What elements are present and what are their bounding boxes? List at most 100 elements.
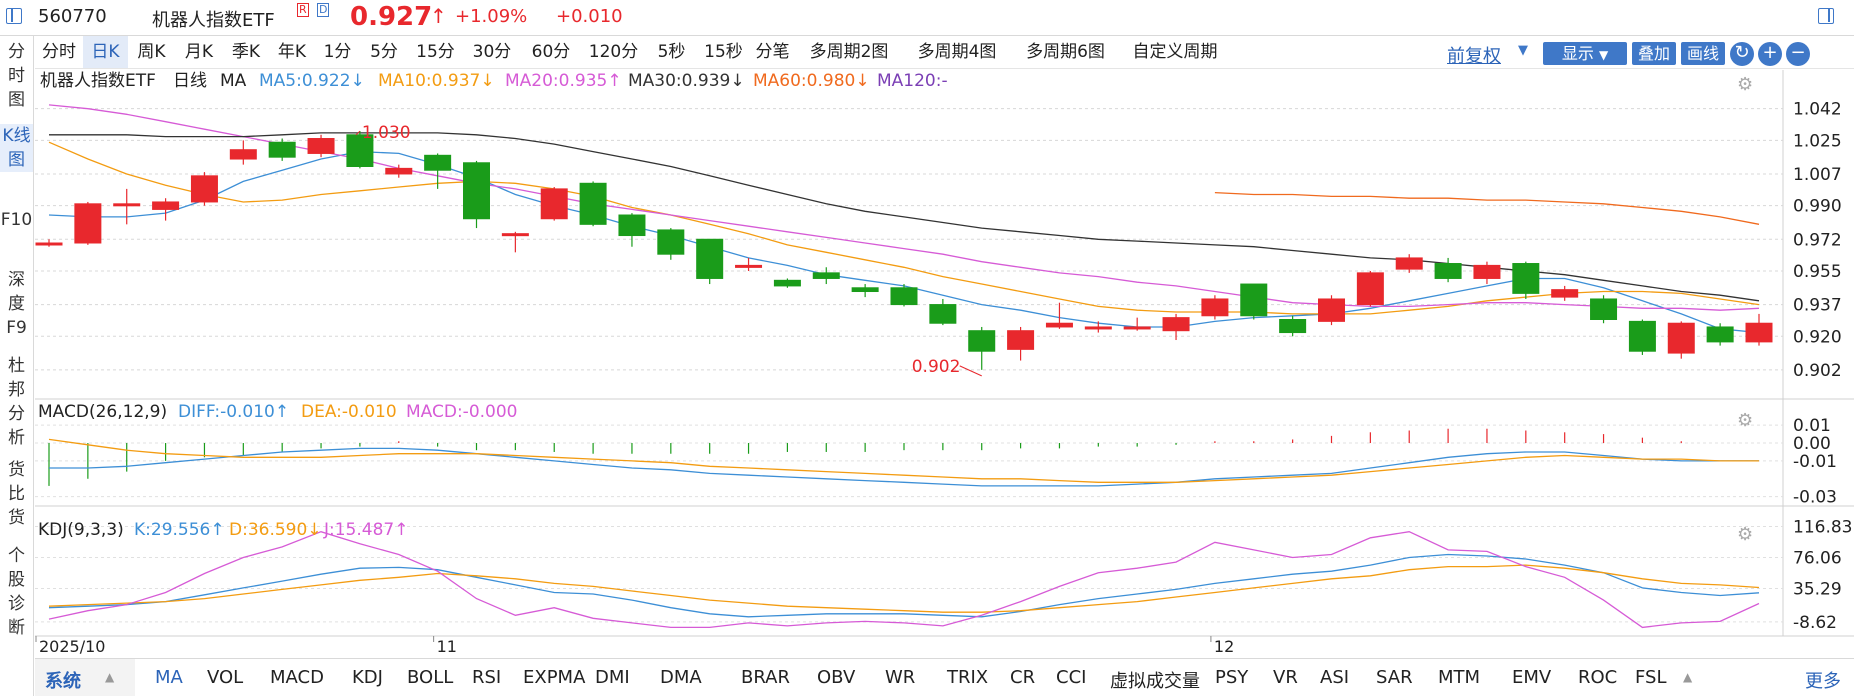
expand-up-icon[interactable]: ▲ [105, 670, 115, 684]
high-annotation: 1.030 [362, 123, 411, 143]
candle-body [113, 203, 141, 207]
nav-f10[interactable]: F10 [0, 210, 33, 230]
candle-body [618, 214, 646, 237]
candle-body [812, 272, 840, 279]
period-tab[interactable]: 自定义周期 [1132, 42, 1218, 62]
indicator-tab[interactable]: WR [885, 667, 916, 688]
ma-line-ma10 [48, 141, 1760, 315]
indicator-tab[interactable]: DMA [660, 667, 702, 688]
price-tick-label: 0.920 [1793, 327, 1842, 347]
indicator-tab[interactable]: MTM [1438, 667, 1481, 688]
kdj-d: D:36.590↓ [229, 520, 322, 540]
indicator-tab[interactable]: PSY [1215, 667, 1249, 688]
change-percent: +1.09% [455, 6, 528, 27]
ma-line-ma30 [49, 132, 1760, 302]
candle-body [1590, 298, 1618, 321]
candle-body [1240, 283, 1268, 317]
nav-kline[interactable]: K线图 [0, 124, 33, 172]
indicator-tab[interactable]: KDJ [352, 667, 383, 688]
nav-intraday[interactable]: 分时图 [8, 42, 25, 110]
gear-icon[interactable]: ⚙ [1737, 524, 1753, 545]
period-tab[interactable]: 年K [277, 42, 307, 62]
refresh-icon[interactable]: ↻ [1730, 42, 1754, 66]
fuquan-select[interactable]: 前复权 [1447, 46, 1501, 67]
indicator-tabs: 系统 MA VOL MACD KDJ BOLL RSI EXPMA DMI DMA BRAR OBV W… [35, 658, 1854, 696]
indicator-tab[interactable]: EXPMA [523, 667, 586, 688]
kdj-tick-label: 35.29 [1793, 579, 1842, 599]
zoom-in-icon[interactable]: + [1758, 42, 1782, 66]
expand-up-icon[interactable]: ▲ [1683, 670, 1693, 684]
gear-icon[interactable]: ⚙ [1737, 74, 1753, 95]
period-tab[interactable]: 多周期4图 [917, 42, 997, 62]
indicator-tab[interactable]: 系统 [45, 671, 81, 692]
period-tab[interactable]: 月K [184, 42, 214, 62]
period-tab[interactable]: 15分 [416, 42, 455, 62]
legend-ma60: MA60:0.980↓ [753, 71, 870, 91]
period-tab[interactable]: 周K [137, 42, 166, 62]
candle-body [929, 304, 957, 324]
indicator-tab[interactable]: SAR [1376, 667, 1413, 688]
panel-toggle-icon[interactable] [6, 8, 22, 24]
system-tab-bg [35, 659, 135, 696]
nav-compare[interactable]: 货比货 [8, 460, 25, 528]
period-tab[interactable]: 日K [83, 36, 128, 68]
period-tab[interactable]: 分时 [42, 42, 76, 62]
nav-dupont[interactable]: 杜邦分析 [8, 356, 25, 448]
period-tab[interactable]: 5分 [370, 42, 398, 62]
kdj-line-d [48, 564, 1760, 613]
indicator-tab[interactable]: MA [155, 667, 183, 688]
indicator-tab[interactable]: EMV [1512, 667, 1552, 688]
kdj-j: J:15.487↑ [324, 520, 409, 540]
indicator-tab[interactable]: CR [1010, 667, 1036, 688]
candle-body [1628, 320, 1656, 352]
period-tab[interactable]: 5秒 [657, 42, 686, 62]
macd-tick-label: 0.00 [1793, 434, 1831, 454]
zoom-out-icon[interactable]: − [1786, 42, 1810, 66]
candle-body [540, 188, 568, 220]
indicator-tab[interactable]: VOL [207, 667, 244, 688]
indicator-tab[interactable]: 虚拟成交量 [1110, 671, 1200, 692]
indicator-tab[interactable]: OBV [817, 667, 856, 688]
show-button[interactable]: 显示 ▼ [1543, 42, 1627, 65]
period-tab[interactable]: 分笔 [755, 42, 790, 62]
price-tick-label: 0.902 [1793, 361, 1842, 381]
period-tab[interactable]: 120分 [588, 42, 639, 62]
legend-ma30: MA30:0.939↓ [628, 71, 745, 91]
period-tab[interactable]: 季K [231, 42, 261, 62]
overlay-button[interactable]: 叠加 [1632, 42, 1676, 65]
indicator-tab[interactable]: BRAR [741, 667, 790, 688]
indicator-tab[interactable]: DMI [595, 667, 630, 688]
macd-line-diff [49, 447, 1759, 487]
period-tab[interactable]: 60分 [531, 42, 571, 62]
legend-ma: MA [220, 71, 247, 91]
price-tick-label: 1.042 [1793, 100, 1842, 120]
legend-ma5: MA5:0.922↓ [259, 71, 365, 91]
kdj-tick-label: -8.62 [1793, 613, 1837, 633]
chevron-down-icon[interactable]: ▼ [1518, 43, 1528, 58]
stock-name[interactable]: 机器人指数ETF [152, 10, 275, 31]
indicator-tab[interactable]: VR [1273, 667, 1298, 688]
period-tab[interactable]: 15秒 [704, 42, 743, 62]
indicator-tab[interactable]: TRIX [947, 667, 989, 688]
indicator-tab[interactable]: ASI [1320, 667, 1350, 688]
gear-icon[interactable]: ⚙ [1737, 410, 1753, 431]
panel-toggle-right-icon[interactable] [1818, 8, 1834, 24]
indicator-tab[interactable]: MACD [270, 667, 324, 688]
indicator-tab[interactable]: BOLL [407, 667, 454, 688]
indicator-tab[interactable]: FSL [1635, 667, 1667, 688]
period-tab[interactable]: 30分 [472, 42, 512, 62]
candle-body [307, 138, 335, 154]
period-tab[interactable]: 多周期6图 [1026, 42, 1105, 62]
indicator-tab[interactable]: RSI [472, 667, 502, 688]
indicator-tab[interactable]: ROC [1578, 667, 1618, 688]
kline-chart[interactable]: 1.042 1.025 1.007 0.990 0.972 0.955 0.937 0.920… [35, 70, 1854, 656]
more-link[interactable]: 更多 [1805, 671, 1841, 692]
x-tick-label: 12 [1214, 637, 1234, 656]
draw-line-button[interactable]: 画线 [1681, 42, 1725, 65]
period-tab[interactable]: 多周期2图 [809, 42, 889, 62]
indicator-tab[interactable]: CCI [1056, 667, 1087, 688]
nav-depth-f9[interactable]: 深度F9 [6, 270, 27, 338]
period-tab[interactable]: 1分 [323, 42, 352, 62]
nav-diagnosis[interactable]: 个股诊断 [8, 546, 25, 638]
macd-line-dea [48, 438, 1759, 483]
